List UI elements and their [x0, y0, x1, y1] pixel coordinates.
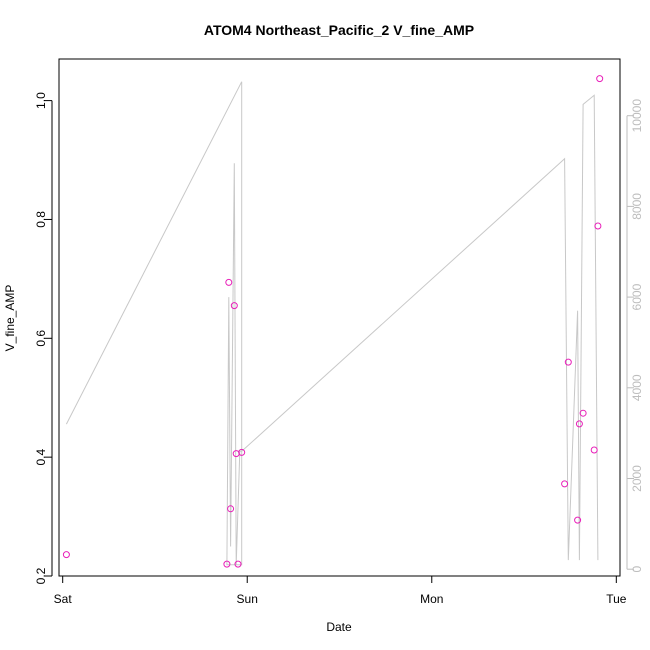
- y-tick-label: 1.0: [34, 92, 48, 109]
- data-point: [575, 420, 583, 428]
- data-point: [225, 278, 233, 286]
- data-point: [62, 551, 70, 559]
- data-point: [594, 222, 602, 230]
- x-tick-label: Tue: [606, 592, 627, 606]
- x-tick-label: Sat: [54, 592, 73, 606]
- y-axis-left: 0.2 0.4 0.6 0.8 1.0: [34, 92, 53, 584]
- x-tick-label: Sun: [237, 592, 258, 606]
- y-tick-label: 0.6: [34, 330, 48, 347]
- x-axis: Sat Sun Mon Tue: [54, 576, 627, 606]
- y-tick-label: 0.4: [34, 448, 48, 465]
- y-right-tick-label: 0: [630, 566, 644, 573]
- data-point: [230, 302, 238, 310]
- data-point: [564, 358, 572, 366]
- y-right-tick-label: 4000: [630, 374, 644, 401]
- data-point: [223, 560, 231, 568]
- x-axis-label: Date: [326, 620, 352, 634]
- right-axis-line-series: [65, 81, 599, 566]
- data-point: [579, 409, 587, 417]
- data-point: [232, 450, 240, 458]
- y-right-tick-label: 2000: [630, 465, 644, 492]
- data-point: [574, 516, 582, 524]
- y-right-tick-label: 10000: [630, 99, 644, 133]
- y-right-tick-label: 8000: [630, 193, 644, 220]
- data-point: [227, 505, 235, 513]
- data-point: [590, 446, 598, 454]
- plot-frame: [58, 58, 621, 577]
- points-series: [62, 75, 604, 568]
- y-tick-label: 0.8: [34, 211, 48, 228]
- y-right-tick-label: 6000: [630, 283, 644, 310]
- data-point: [238, 448, 246, 456]
- y-axis-label: V_fine_AMP: [3, 285, 17, 352]
- chart-title: ATOM4 Northeast_Pacific_2 V_fine_AMP: [204, 22, 474, 38]
- line-series-path: [65, 81, 599, 566]
- data-point: [596, 75, 604, 83]
- y-axis-right: 0 2000 4000 6000 8000 10000: [626, 99, 644, 573]
- data-point: [234, 560, 242, 568]
- x-tick-label: Mon: [420, 592, 443, 606]
- y-tick-label: 0.2: [34, 567, 48, 584]
- data-point: [561, 480, 569, 488]
